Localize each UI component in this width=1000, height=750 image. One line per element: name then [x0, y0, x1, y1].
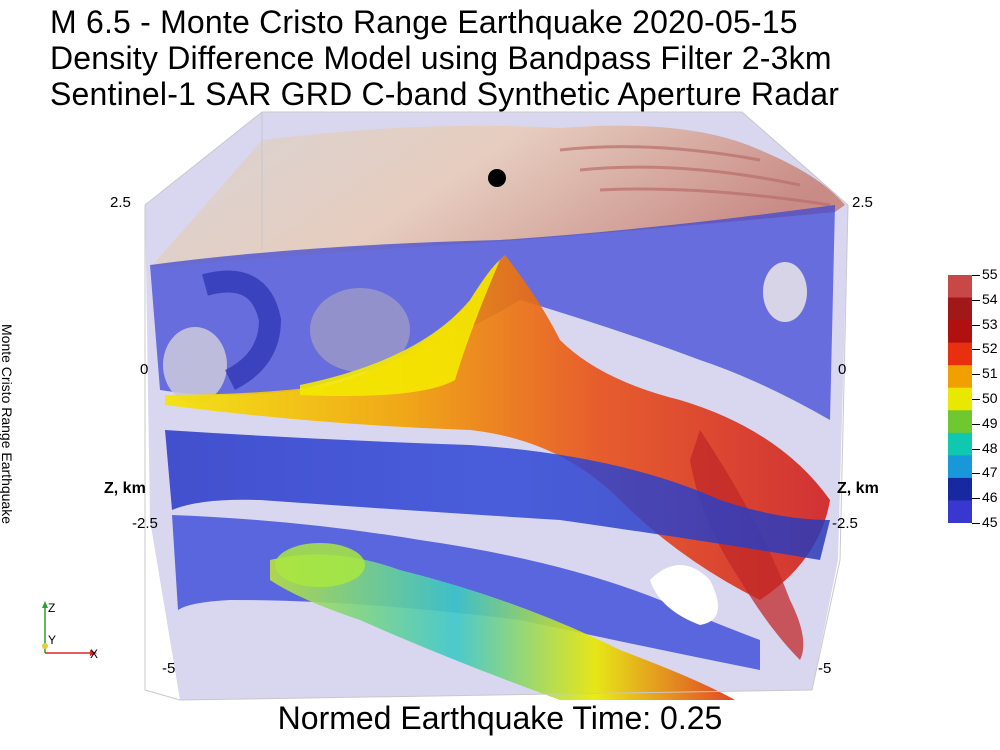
colorbar-tick-mark — [972, 299, 980, 301]
triad-x-label: X — [90, 647, 98, 661]
blue-cavity-right — [763, 262, 807, 322]
right-tick-neg5: -5 — [818, 660, 832, 677]
triad-z-label: Z — [48, 601, 55, 615]
colorbar-band — [948, 455, 972, 479]
left-tick-2.5: 2.5 — [110, 194, 131, 211]
colorbar-tick-label: 45 — [982, 514, 998, 530]
title-line-3: Sentinel-1 SAR GRD C-band Synthetic Aper… — [50, 76, 840, 112]
colorbar-tick-mark — [972, 423, 980, 425]
colorbar-tick-label: 49 — [982, 414, 998, 431]
colorbar-tick-mark — [972, 399, 980, 400]
white-void — [650, 565, 718, 625]
colorbar-tick-mark — [972, 448, 980, 450]
blue-cavity-left — [310, 288, 410, 372]
blue-loop-left — [202, 270, 282, 390]
colorbar-band — [948, 342, 972, 366]
figure-title: M 6.5 - Monte Cristo Range Earthquake 20… — [50, 4, 990, 112]
z-axis-label-left: Z, km — [104, 480, 146, 497]
colorbar-tick-label: 48 — [982, 439, 998, 456]
triad-z-arrow — [42, 601, 48, 608]
colorbar-tick-label: 54 — [982, 290, 998, 307]
title-line-2: Density Difference Model using Bandpass … — [50, 40, 832, 76]
colorbar — [948, 275, 972, 523]
left-tick-0: 0 — [140, 361, 149, 378]
colorbar-band — [948, 297, 972, 321]
colorbar-tick-mark — [972, 349, 980, 351]
epicenter-marker — [488, 169, 506, 187]
colorbar-tick-mark — [972, 275, 980, 276]
colorbar-tick-mark — [972, 498, 980, 500]
colorbar-tick-mark — [972, 523, 980, 524]
triad-y-label: Y — [48, 633, 56, 647]
side-vertical-label: Monte Cristo Range Earthquake — [0, 324, 15, 524]
colorbar-band — [948, 387, 972, 411]
orientation-triad: Z Y X — [42, 601, 98, 661]
colorbar-tick-label: 51 — [982, 365, 998, 382]
colorbar-tick-label: 46 — [982, 489, 998, 506]
left-tick-neg5: -5 — [162, 660, 176, 677]
colorbar-band — [948, 500, 972, 523]
triad-x-arrow — [90, 650, 97, 656]
colorbar-tick-label: 52 — [982, 340, 998, 357]
right-tick-0: 0 — [838, 361, 847, 378]
colorbar-tick-label: 47 — [982, 464, 998, 481]
green-blob — [275, 543, 365, 587]
title-line-1: M 6.5 - Monte Cristo Range Earthquake 20… — [50, 4, 798, 40]
colorbar-band — [948, 477, 972, 501]
colorbar-tick-label: 50 — [982, 390, 998, 406]
blue-cavity-far-left — [163, 327, 227, 403]
right-tick-2.5: 2.5 — [852, 194, 873, 211]
colorbar-band — [948, 365, 972, 389]
middle-blue-band — [165, 430, 830, 560]
triad-y-axis — [42, 643, 48, 649]
colorbar-tick-label: 53 — [982, 315, 998, 332]
terrain-surface — [150, 125, 845, 268]
colorbar-tick-mark — [972, 473, 980, 475]
colorbar-tick-mark — [972, 374, 980, 376]
right-tick-neg2.5: -2.5 — [832, 515, 858, 532]
colorbar-band — [948, 410, 972, 434]
colorbar-tick-label: 55 — [982, 266, 998, 282]
terrain-ridges — [559, 145, 831, 207]
colorbar-band — [948, 320, 972, 344]
z-axis-label-right: Z, km — [837, 480, 879, 497]
hot-anomaly-yellow-core — [300, 260, 500, 396]
colorbar-band — [948, 432, 972, 456]
time-caption: Normed Earthquake Time: 0.25 — [277, 700, 723, 736]
bounding-box — [144, 111, 849, 701]
colorbar-tick-mark — [972, 324, 980, 326]
colorbar-band — [948, 275, 972, 299]
left-tick-neg2.5: -2.5 — [132, 515, 158, 532]
lower-anomaly — [270, 554, 735, 700]
